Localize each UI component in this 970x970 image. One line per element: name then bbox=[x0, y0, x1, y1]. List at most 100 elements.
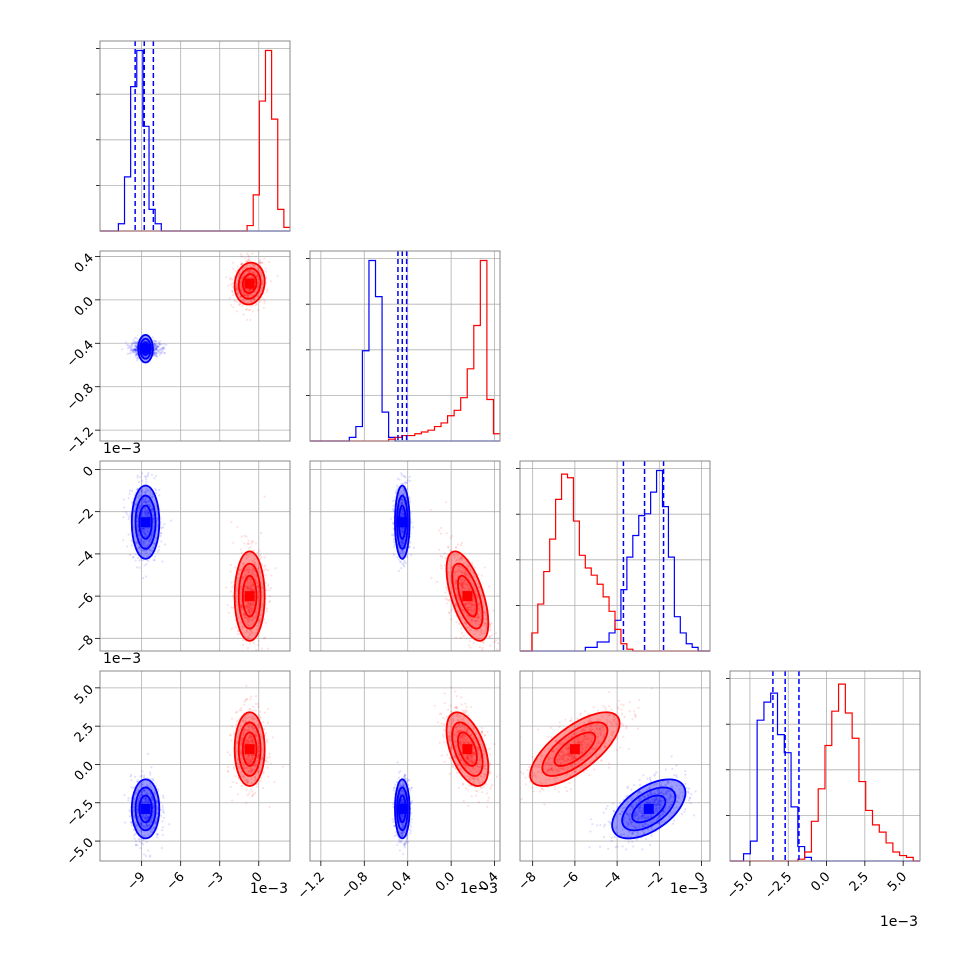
sample-point bbox=[141, 791, 144, 794]
sample-point bbox=[249, 604, 252, 607]
sample-point bbox=[257, 567, 260, 570]
sample-point bbox=[254, 573, 257, 576]
sample-point bbox=[235, 287, 239, 291]
sample-point bbox=[247, 635, 250, 639]
sample-point bbox=[242, 774, 246, 777]
sample-point bbox=[158, 340, 162, 343]
sample-point bbox=[244, 720, 247, 723]
sample-point bbox=[468, 587, 471, 590]
sample-point bbox=[238, 568, 241, 571]
sample-point bbox=[473, 608, 476, 612]
sample-point bbox=[248, 585, 251, 589]
sample-point bbox=[265, 588, 268, 592]
sample-point bbox=[251, 754, 255, 757]
sample-point bbox=[461, 609, 465, 612]
sample-point bbox=[246, 542, 250, 545]
sample-point bbox=[488, 585, 491, 588]
sample-point bbox=[452, 574, 455, 577]
sample-point bbox=[232, 541, 235, 544]
sample-point bbox=[147, 499, 151, 502]
sample-point bbox=[161, 346, 165, 349]
sample-point bbox=[141, 823, 144, 826]
sample-point bbox=[253, 601, 256, 604]
sample-point bbox=[157, 351, 160, 354]
sample-point bbox=[412, 526, 415, 529]
sample-point bbox=[256, 275, 260, 278]
sample-point bbox=[401, 530, 404, 533]
sample-point bbox=[143, 512, 146, 516]
sample-point bbox=[240, 604, 243, 607]
sample-point bbox=[249, 270, 252, 273]
sample-point bbox=[392, 538, 396, 541]
sample-point bbox=[240, 288, 243, 291]
sample-point bbox=[141, 528, 144, 531]
sample-point bbox=[266, 707, 270, 711]
sample-point bbox=[153, 344, 156, 347]
sample-point bbox=[263, 636, 266, 639]
sample-point bbox=[144, 819, 148, 822]
sample-point bbox=[254, 615, 257, 618]
sample-point bbox=[244, 616, 247, 619]
sample-point bbox=[128, 352, 131, 355]
sample-point bbox=[161, 810, 164, 813]
sample-point bbox=[136, 789, 139, 792]
sample-point bbox=[156, 512, 159, 515]
sample-point bbox=[403, 560, 406, 563]
sample-point bbox=[251, 559, 254, 562]
sample-point bbox=[147, 511, 150, 514]
sample-point bbox=[249, 546, 252, 549]
sample-point bbox=[476, 573, 480, 576]
sample-point bbox=[243, 778, 247, 782]
sample-point bbox=[401, 550, 404, 553]
sample-point bbox=[439, 554, 442, 558]
sample-point bbox=[151, 510, 154, 514]
sample-point bbox=[245, 697, 249, 700]
sample-point bbox=[142, 788, 145, 791]
density-peak bbox=[140, 803, 151, 814]
sample-point bbox=[134, 553, 137, 556]
sample-point bbox=[248, 289, 251, 292]
sample-point bbox=[132, 348, 135, 351]
sample-point bbox=[160, 527, 163, 530]
sample-point bbox=[251, 601, 254, 604]
sample-point bbox=[229, 590, 232, 593]
sample-point bbox=[461, 586, 464, 589]
sample-point bbox=[483, 629, 487, 632]
sample-point bbox=[456, 595, 460, 598]
sample-point bbox=[142, 789, 145, 792]
sample-point bbox=[149, 792, 152, 795]
sample-point bbox=[139, 540, 142, 543]
sample-point bbox=[150, 496, 153, 499]
sample-point bbox=[134, 341, 137, 345]
sample-point bbox=[465, 583, 468, 586]
sample-point bbox=[136, 556, 140, 560]
sample-point bbox=[476, 616, 479, 620]
sample-point bbox=[121, 348, 124, 351]
sample-point bbox=[138, 840, 141, 843]
sample-point bbox=[144, 796, 147, 799]
sample-point bbox=[150, 798, 154, 802]
sample-point bbox=[137, 798, 140, 801]
sample-point bbox=[145, 544, 148, 547]
sample-point bbox=[151, 819, 154, 822]
sample-point bbox=[475, 630, 478, 633]
sample-point bbox=[246, 578, 249, 581]
sample-point bbox=[144, 815, 148, 818]
sample-point bbox=[464, 621, 467, 624]
sample-point bbox=[136, 808, 139, 811]
sample-point bbox=[144, 534, 147, 537]
sample-point bbox=[145, 799, 149, 802]
sample-point bbox=[158, 488, 161, 492]
sample-point bbox=[231, 286, 234, 289]
sample-point bbox=[268, 756, 272, 759]
sample-point bbox=[149, 771, 152, 774]
sample-point bbox=[152, 518, 155, 521]
sample-point bbox=[402, 542, 405, 545]
sample-point bbox=[130, 773, 133, 777]
sample-point bbox=[468, 608, 472, 611]
sample-point bbox=[452, 571, 456, 575]
sample-point bbox=[247, 275, 251, 278]
sample-point bbox=[252, 568, 255, 571]
sample-point bbox=[245, 295, 248, 298]
sample-point bbox=[251, 588, 254, 592]
